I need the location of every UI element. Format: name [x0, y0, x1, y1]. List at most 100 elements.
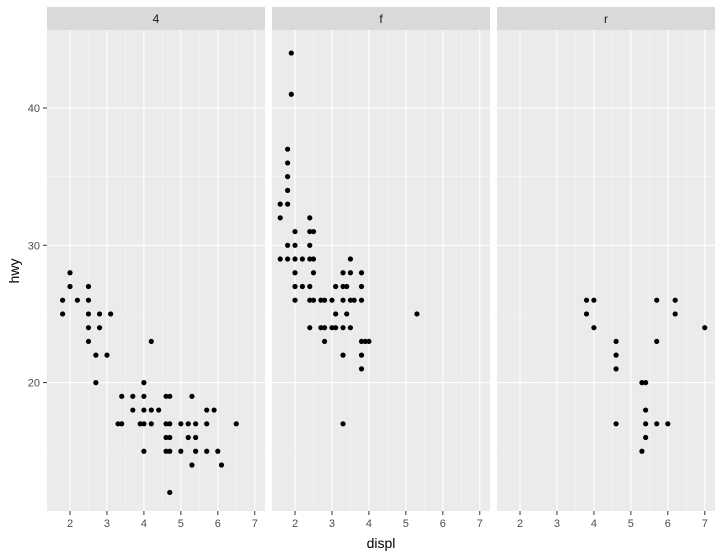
data-point: [233, 421, 239, 427]
data-point: [163, 434, 169, 441]
data-point: [358, 297, 365, 303]
data-point: [654, 297, 660, 303]
data-point: [156, 407, 162, 413]
facet-strip: [47, 7, 265, 30]
x-tick-label: 3: [104, 518, 110, 530]
data-point: [654, 338, 660, 345]
data-point: [292, 228, 298, 235]
y-axis-title: hwy: [6, 259, 22, 284]
data-point: [60, 297, 66, 303]
data-point: [358, 283, 365, 290]
data-point: [292, 297, 298, 303]
data-point: [148, 338, 154, 345]
data-point: [613, 366, 619, 372]
data-point: [285, 174, 291, 180]
data-point: [613, 352, 619, 358]
panel-background: [497, 30, 715, 511]
data-point: [204, 448, 210, 454]
data-point: [643, 407, 649, 413]
data-point: [115, 421, 121, 427]
data-point: [193, 421, 199, 427]
data-point: [310, 228, 317, 235]
data-point: [340, 421, 346, 427]
data-point: [119, 393, 125, 399]
data-point: [665, 421, 671, 427]
data-point: [277, 256, 283, 262]
data-point: [178, 448, 184, 454]
data-point: [358, 338, 365, 345]
x-tick-label: 3: [329, 518, 335, 530]
data-point: [141, 421, 147, 427]
data-point: [285, 242, 291, 248]
data-point: [204, 421, 210, 427]
data-point: [329, 297, 335, 303]
data-point: [307, 215, 313, 221]
facet-panel-4: 4: [47, 7, 265, 511]
data-point: [672, 311, 678, 317]
x-tick-label: 7: [252, 518, 258, 530]
data-point: [333, 325, 339, 331]
data-point: [654, 421, 660, 427]
x-tick-label: 2: [517, 518, 523, 530]
data-point: [340, 352, 346, 358]
x-tick-label: 2: [67, 518, 73, 530]
data-point: [277, 215, 283, 221]
data-point: [358, 366, 365, 372]
data-point: [85, 297, 92, 303]
y-tick-label: 40: [28, 103, 40, 115]
data-point: [85, 338, 92, 345]
data-point: [60, 311, 66, 317]
data-point: [613, 421, 619, 427]
data-point: [307, 297, 313, 303]
y-tick-label: 20: [28, 378, 40, 390]
data-point: [702, 325, 708, 331]
data-point: [583, 311, 590, 317]
data-point: [193, 448, 199, 454]
data-point: [277, 201, 283, 207]
data-point: [347, 325, 354, 331]
x-tick-label: 4: [591, 518, 597, 530]
data-point: [167, 393, 173, 399]
x-tick-label: 5: [403, 518, 409, 530]
data-point: [347, 270, 354, 276]
data-point: [130, 393, 136, 399]
data-point: [351, 297, 357, 303]
data-point: [108, 311, 114, 317]
data-point: [639, 380, 645, 386]
data-point: [643, 421, 649, 427]
data-point: [148, 421, 154, 427]
data-point: [288, 50, 294, 56]
data-point: [344, 283, 350, 290]
data-point: [67, 283, 73, 290]
x-tick-label: 7: [702, 518, 708, 530]
data-point: [307, 242, 313, 248]
facet-strip: [272, 7, 490, 30]
data-point: [130, 407, 136, 413]
panel-background: [47, 30, 265, 511]
data-point: [310, 297, 317, 303]
data-point: [285, 146, 291, 152]
data-point: [85, 325, 92, 331]
data-point: [310, 256, 317, 262]
data-point: [96, 325, 103, 331]
y-tick-label: 30: [28, 240, 40, 252]
data-point: [292, 270, 298, 276]
data-point: [643, 434, 649, 441]
data-point: [74, 297, 80, 303]
data-point: [414, 311, 420, 317]
data-point: [358, 270, 365, 276]
data-point: [299, 283, 305, 290]
data-point: [358, 352, 365, 358]
x-tick-label: 5: [628, 518, 634, 530]
panel-background: [272, 30, 490, 511]
data-point: [321, 297, 328, 303]
data-point: [333, 311, 339, 317]
data-point: [285, 256, 291, 262]
data-point: [67, 270, 73, 276]
x-tick-label: 3: [554, 518, 560, 530]
data-point: [318, 297, 324, 303]
data-point: [185, 421, 191, 427]
x-tick-label: 6: [440, 518, 446, 530]
data-point: [215, 448, 221, 454]
